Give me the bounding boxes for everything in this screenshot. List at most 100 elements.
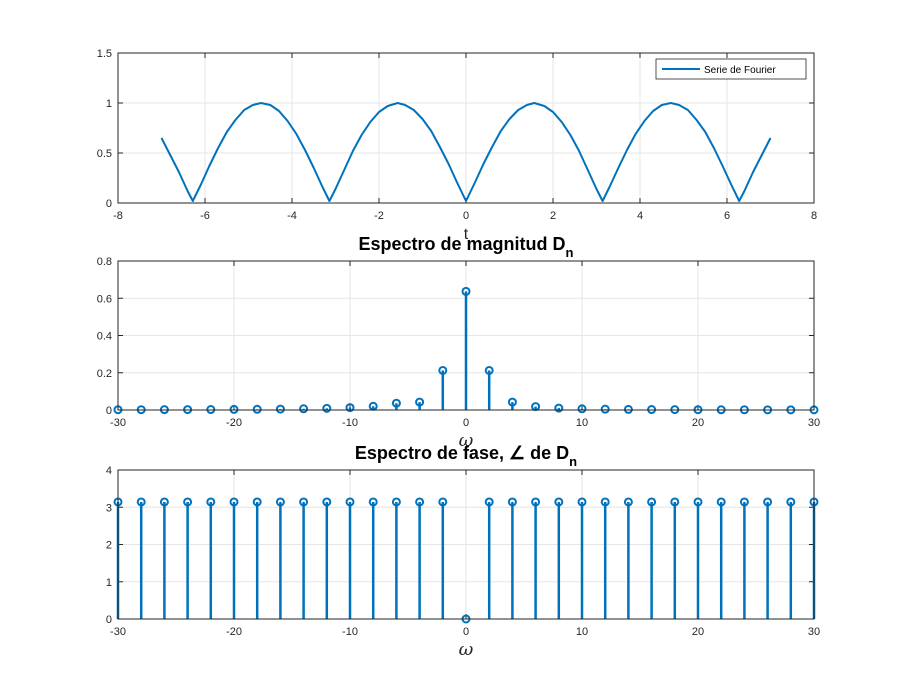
stem-marker [322, 403, 332, 413]
stem-marker [577, 497, 587, 507]
stem-marker [438, 497, 448, 507]
x-tick-label: 2 [550, 210, 556, 222]
stem-marker [763, 497, 773, 507]
x-tick-label: 30 [808, 626, 820, 638]
legend-entry: Serie de Fourier [704, 65, 776, 76]
stem-marker [554, 403, 564, 413]
y-tick-label: 0.5 [97, 148, 112, 160]
x-tick-label: 10 [576, 626, 588, 638]
x-tick-label: 0 [463, 626, 469, 638]
x-tick-label: -10 [342, 417, 358, 429]
x-axis-label: ω [459, 430, 474, 451]
x-tick-label: 20 [692, 626, 704, 638]
stem-marker [600, 404, 610, 414]
x-tick-label: 0 [463, 210, 469, 222]
stem-marker [229, 497, 239, 507]
stem-marker [183, 497, 193, 507]
stem-marker [368, 497, 378, 507]
x-axis-label: t [464, 226, 469, 243]
stem-marker [507, 397, 517, 407]
axes-1: -8 -6 -4 -2 0 2 4 6 8 0 0.5 1 1.5 Serie de Fourier [97, 48, 817, 222]
y-tick-label: 0 [106, 405, 112, 417]
chart-title-main: Espectro de fase, ∠ de D [355, 443, 569, 463]
y-tick-label: 0 [106, 614, 112, 626]
stem-marker [415, 497, 425, 507]
stem-marker [229, 404, 239, 414]
stem-marker [391, 497, 401, 507]
axes-2: -30 -20 -10 0 10 20 30 0 0.2 0.4 0.6 0.8 Espectro de… [97, 234, 820, 429]
axes-3: -30 -20 -10 0 10 20 30 0 1 2 3 4 Espectro de fase, ∠… [106, 443, 820, 638]
stem-marker [252, 497, 262, 507]
stem-marker [391, 398, 401, 408]
stem-marker [136, 497, 146, 507]
stem-marker [716, 497, 726, 507]
y-tick-label: 1 [106, 577, 112, 589]
stem-marker [623, 404, 633, 414]
legend-box [655, 58, 807, 80]
x-tick-label: 4 [637, 210, 643, 222]
x-tick-label: 10 [576, 417, 588, 429]
x-tick-label: -4 [287, 210, 297, 222]
y-tick-label: 2 [106, 540, 112, 552]
stem-marker [577, 404, 587, 414]
stem-marker [484, 365, 494, 375]
x-axis-label: ω [459, 639, 474, 660]
x-tick-label: -30 [110, 626, 126, 638]
stem-marker [484, 497, 494, 507]
stem-marker [554, 497, 564, 507]
stem-marker [275, 404, 285, 414]
stem-marker [438, 365, 448, 375]
y-tick-label: 4 [106, 465, 112, 477]
stem-marker [206, 497, 216, 507]
series-line [160, 102, 772, 202]
stem-marker [623, 497, 633, 507]
x-tick-label: -30 [110, 417, 126, 429]
stem-marker [693, 497, 703, 507]
chart-title-main: Espectro de magnitud D [359, 234, 566, 254]
chart-title: Espectro de fase, ∠ de Dn [355, 443, 577, 469]
x-tick-label: -6 [200, 210, 210, 222]
stem-marker [345, 403, 355, 413]
x-tick-label: -20 [226, 626, 242, 638]
stem-marker [647, 497, 657, 507]
stem-marker [345, 497, 355, 507]
y-tick-label: 0.6 [97, 293, 112, 305]
y-tick-label: 1.5 [97, 48, 112, 60]
y-tick-label: 0.4 [97, 331, 112, 343]
axes-frame [117, 260, 815, 411]
x-tick-label: -8 [113, 210, 123, 222]
stem-marker [159, 497, 169, 507]
stem-marker [739, 497, 749, 507]
x-tick-label: 6 [724, 210, 730, 222]
stem-marker [275, 497, 285, 507]
stem-marker [299, 404, 309, 414]
axes-frame [117, 469, 815, 620]
stem-marker [322, 497, 332, 507]
y-tick-label: 0 [106, 198, 112, 210]
stem-marker [670, 497, 680, 507]
stem-marker [461, 286, 471, 296]
axes-frame [117, 52, 815, 204]
stem-marker [507, 497, 517, 507]
y-tick-label: 1 [106, 98, 112, 110]
stem-marker [415, 397, 425, 407]
chart-title-subscript: n [566, 245, 574, 260]
chart-title-subscript: n [569, 454, 577, 469]
legend: Serie de Fourier [655, 58, 807, 80]
x-tick-label: 8 [811, 210, 817, 222]
stem-marker [252, 404, 262, 414]
x-tick-label: 20 [692, 417, 704, 429]
stem-marker [531, 497, 541, 507]
x-tick-label: 30 [808, 417, 820, 429]
stem-marker [600, 497, 610, 507]
y-tick-label: 3 [106, 502, 112, 514]
stem-marker [786, 497, 796, 507]
y-tick-label: 0.8 [97, 256, 112, 268]
stem-marker [299, 497, 309, 507]
x-tick-label: 0 [463, 417, 469, 429]
chart-title: Espectro de magnitud Dn [359, 234, 574, 260]
x-tick-label: -2 [374, 210, 384, 222]
x-tick-label: -20 [226, 417, 242, 429]
